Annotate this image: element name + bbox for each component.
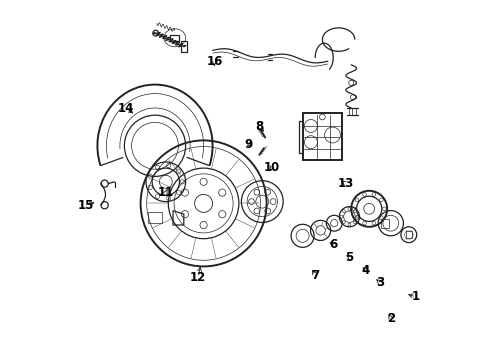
- Text: 9: 9: [245, 138, 253, 150]
- Text: 14: 14: [118, 102, 134, 114]
- Text: 13: 13: [338, 177, 354, 190]
- Text: 12: 12: [190, 271, 206, 284]
- Text: 1: 1: [412, 291, 420, 303]
- Text: 4: 4: [362, 264, 370, 276]
- Bar: [381, 219, 390, 228]
- Text: 11: 11: [158, 186, 174, 199]
- Text: 7: 7: [311, 269, 319, 282]
- Text: 15: 15: [78, 199, 94, 212]
- Bar: [406, 231, 412, 238]
- Text: 16: 16: [206, 55, 222, 68]
- Text: 3: 3: [376, 276, 384, 289]
- Text: 8: 8: [255, 120, 264, 132]
- Text: 10: 10: [264, 161, 280, 174]
- Text: 5: 5: [345, 251, 353, 264]
- Text: 2: 2: [387, 312, 395, 325]
- Text: 6: 6: [329, 238, 337, 251]
- Bar: [171, 35, 179, 41]
- Bar: [181, 41, 187, 52]
